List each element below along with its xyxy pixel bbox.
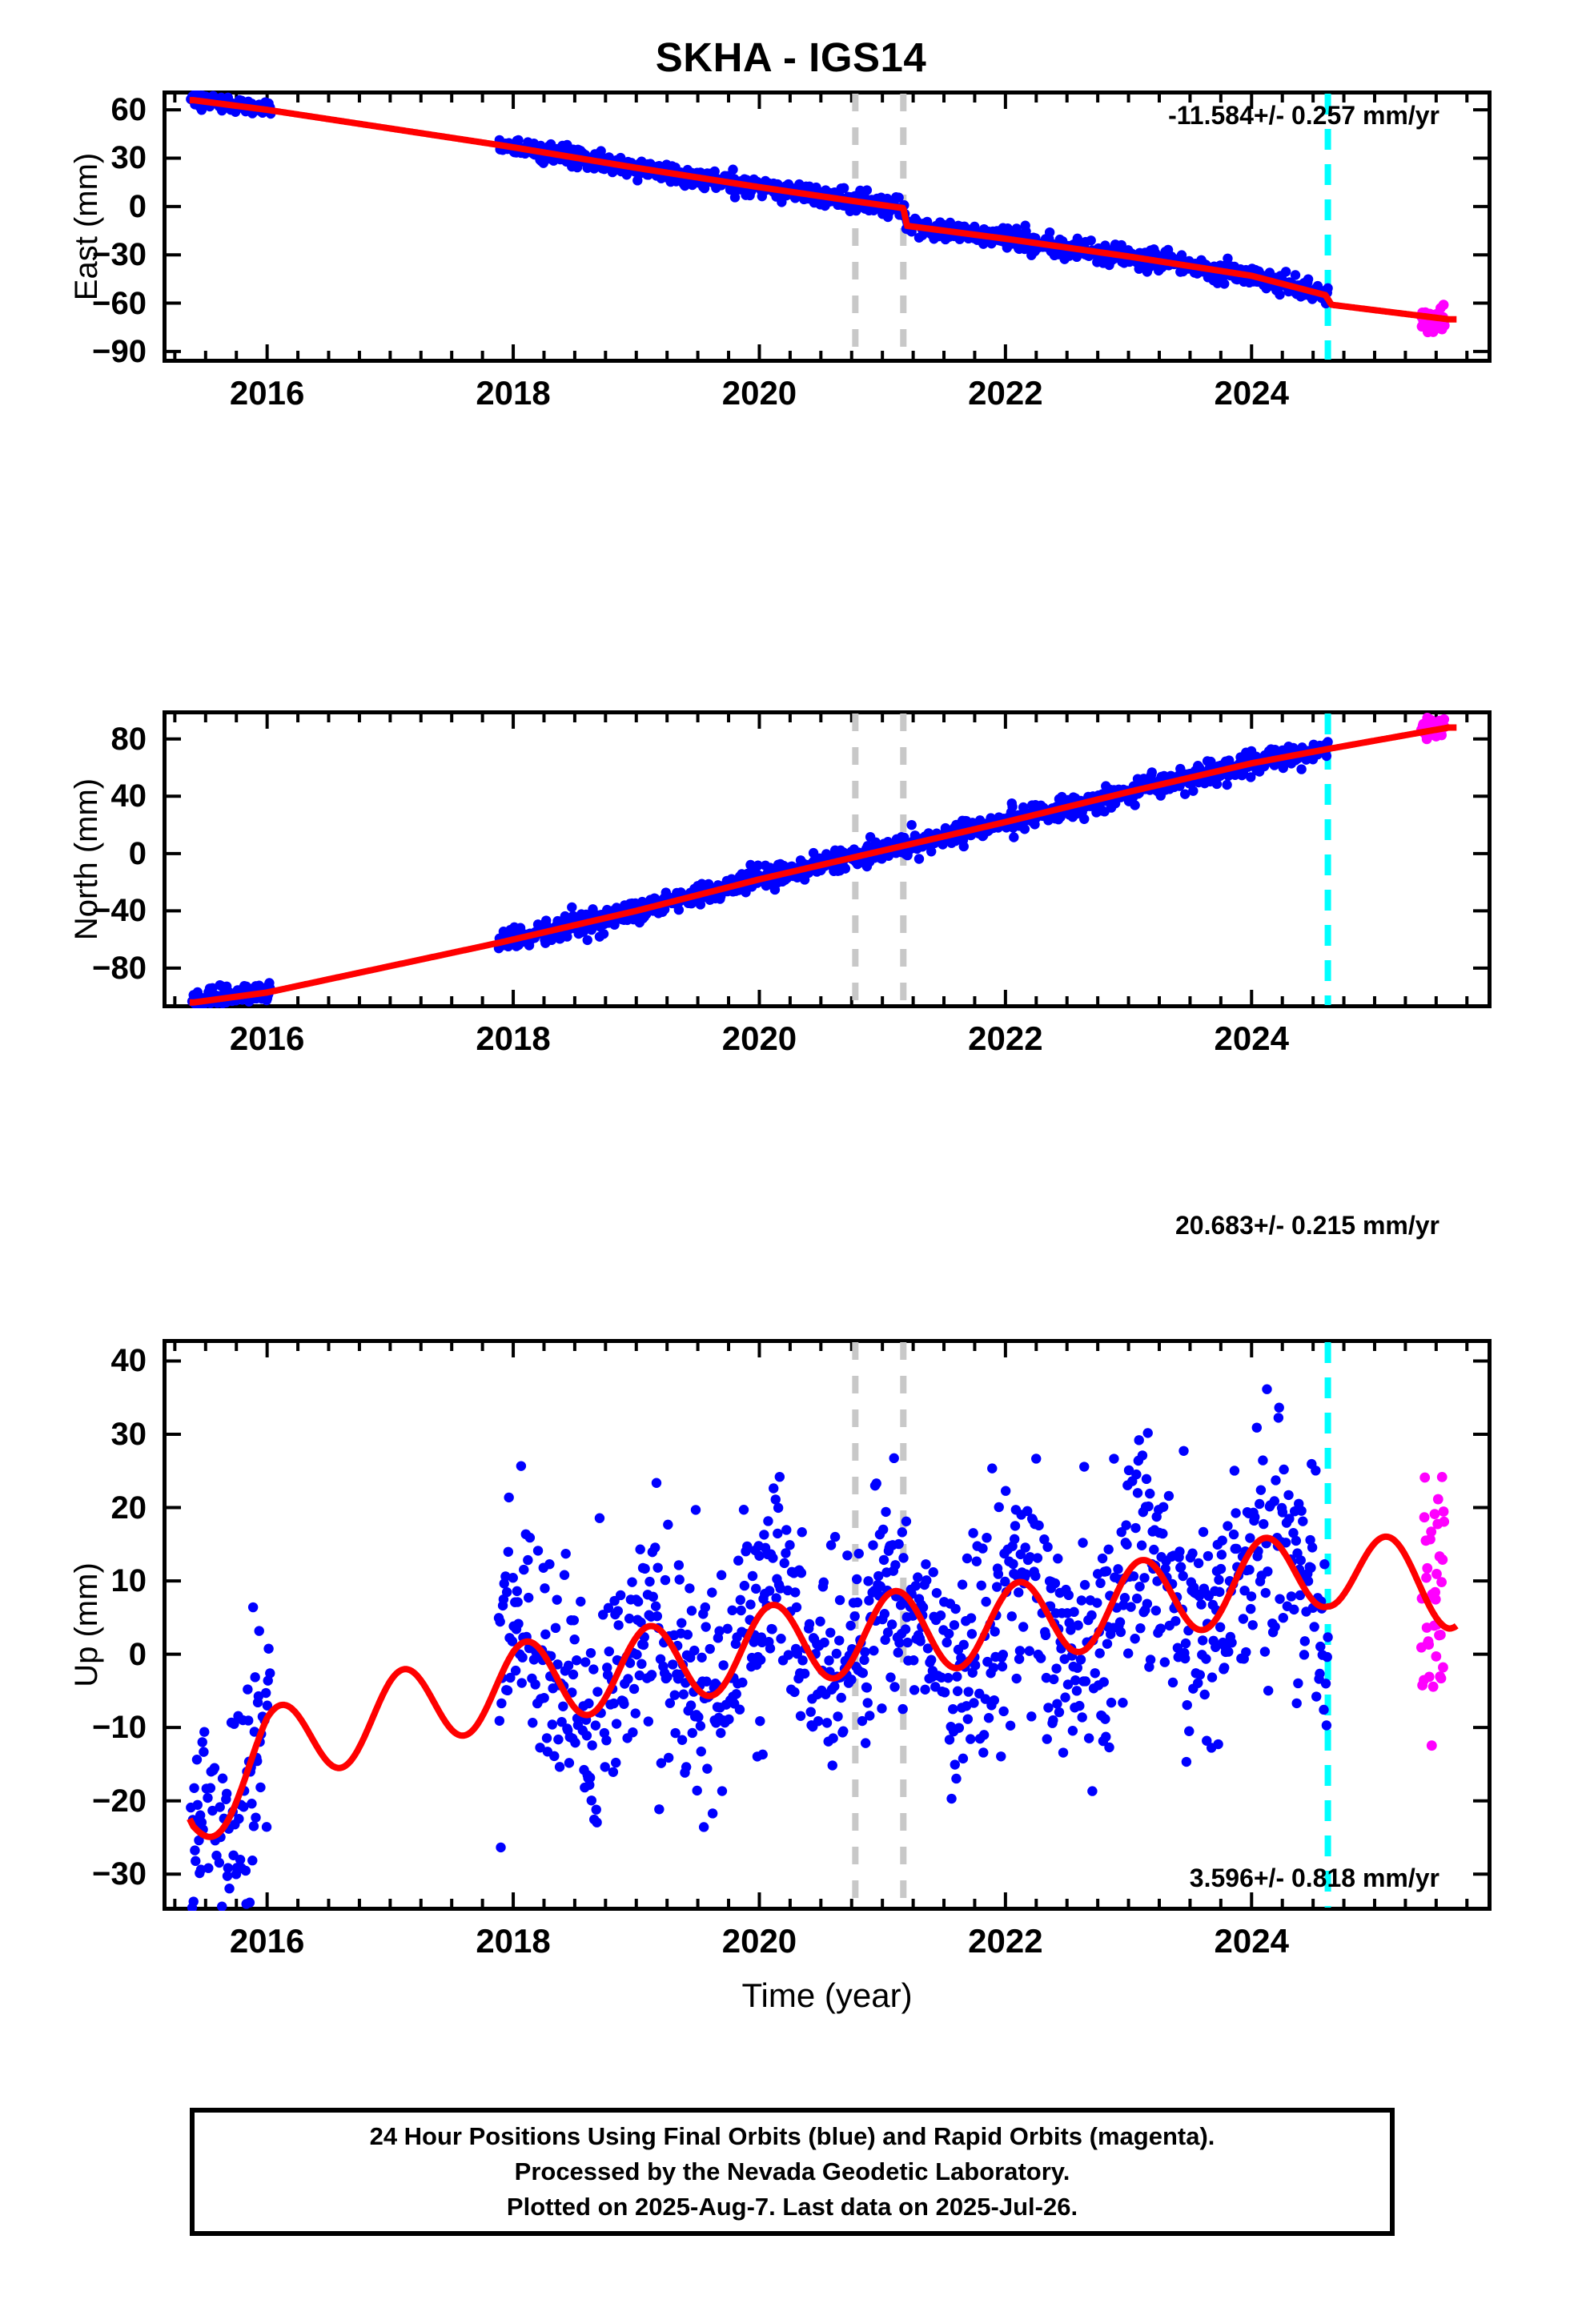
xtick-label: 2024 bbox=[1214, 374, 1289, 412]
ytick-label: 0 bbox=[128, 1636, 147, 1672]
caption-line-2: Processed by the Nevada Geodetic Laborat… bbox=[514, 2157, 1070, 2185]
panel-north-plot-area bbox=[165, 713, 1489, 1008]
xtick-label: 2022 bbox=[968, 374, 1043, 412]
ytick-label: 0 bbox=[128, 835, 147, 871]
panel-north bbox=[163, 710, 1492, 1008]
ytick-label: 30 bbox=[110, 140, 147, 176]
panel-up-plot-area bbox=[165, 1341, 1489, 1911]
ytick-label: 20 bbox=[110, 1490, 147, 1526]
panel-up bbox=[163, 1339, 1492, 1911]
ytick-label: −60 bbox=[92, 285, 147, 321]
xtick-label: 2018 bbox=[476, 1922, 551, 1960]
ytick-label: −80 bbox=[92, 950, 147, 986]
xtick-label: 2020 bbox=[721, 1922, 797, 1960]
caption-line-1: 24 Hour Positions Using Final Orbits (bl… bbox=[369, 2121, 1215, 2150]
ytick-label: 40 bbox=[110, 1343, 147, 1379]
xtick-label: 2022 bbox=[968, 1019, 1043, 1057]
ytick-label: 10 bbox=[110, 1563, 147, 1599]
xtick-label: 2020 bbox=[721, 374, 797, 412]
ytick-label: 40 bbox=[110, 778, 147, 814]
caption-line-3: Plotted on 2025-Aug-7. Last data on 2025… bbox=[506, 2193, 1078, 2221]
panel-east-ylabel: East (mm) bbox=[69, 152, 104, 301]
ytick-label: −20 bbox=[92, 1783, 147, 1819]
final-orbit-points bbox=[187, 737, 1333, 1008]
ytick-label: −30 bbox=[92, 1856, 147, 1892]
panel-east-plot-area bbox=[165, 90, 1489, 360]
page-title: SKHA - IGS14 bbox=[655, 34, 927, 80]
ytick-label: −10 bbox=[92, 1710, 147, 1746]
x-axis-label: Time (year) bbox=[741, 1976, 913, 2014]
ytick-label: 60 bbox=[110, 92, 147, 128]
ytick-label: −30 bbox=[92, 237, 147, 273]
model-fit-line bbox=[189, 724, 1457, 1006]
panel-up-rate-annotation: 3.596+/- 0.818 mm/yr bbox=[1189, 1864, 1439, 1892]
axis-ticks bbox=[173, 1341, 1469, 1908]
axis-ticks bbox=[173, 93, 1469, 360]
ytick-label: −90 bbox=[92, 333, 147, 369]
xtick-label: 2024 bbox=[1214, 1922, 1289, 1960]
caption-box: 24 Hour Positions Using Final Orbits (bl… bbox=[190, 2108, 1395, 2236]
ytick-label: 30 bbox=[110, 1417, 147, 1452]
xtick-label: 2018 bbox=[476, 374, 551, 412]
xtick-label: 2022 bbox=[968, 1922, 1043, 1960]
panel-north-rate-annotation: 20.683+/- 0.215 mm/yr bbox=[1174, 1211, 1439, 1240]
xtick-label: 2016 bbox=[229, 1019, 305, 1057]
xtick-label: 2018 bbox=[476, 1019, 551, 1057]
xtick-label: 2024 bbox=[1214, 1019, 1289, 1057]
xtick-label: 2016 bbox=[229, 1922, 305, 1960]
model-fit-line bbox=[189, 97, 1457, 323]
ytick-label: 80 bbox=[110, 721, 147, 757]
model-fit-line bbox=[187, 1533, 1459, 1840]
panel-east-rate-annotation: -11.584+/- 0.257 mm/yr bbox=[1168, 101, 1439, 130]
panel-east bbox=[163, 90, 1492, 363]
xtick-label: 2020 bbox=[721, 1019, 797, 1057]
ytick-label: 0 bbox=[128, 188, 147, 224]
final-orbit-points bbox=[186, 1384, 1333, 1911]
ytick-label: −40 bbox=[92, 893, 147, 929]
panel-east-frame bbox=[163, 90, 1492, 363]
xtick-label: 2016 bbox=[229, 374, 305, 412]
